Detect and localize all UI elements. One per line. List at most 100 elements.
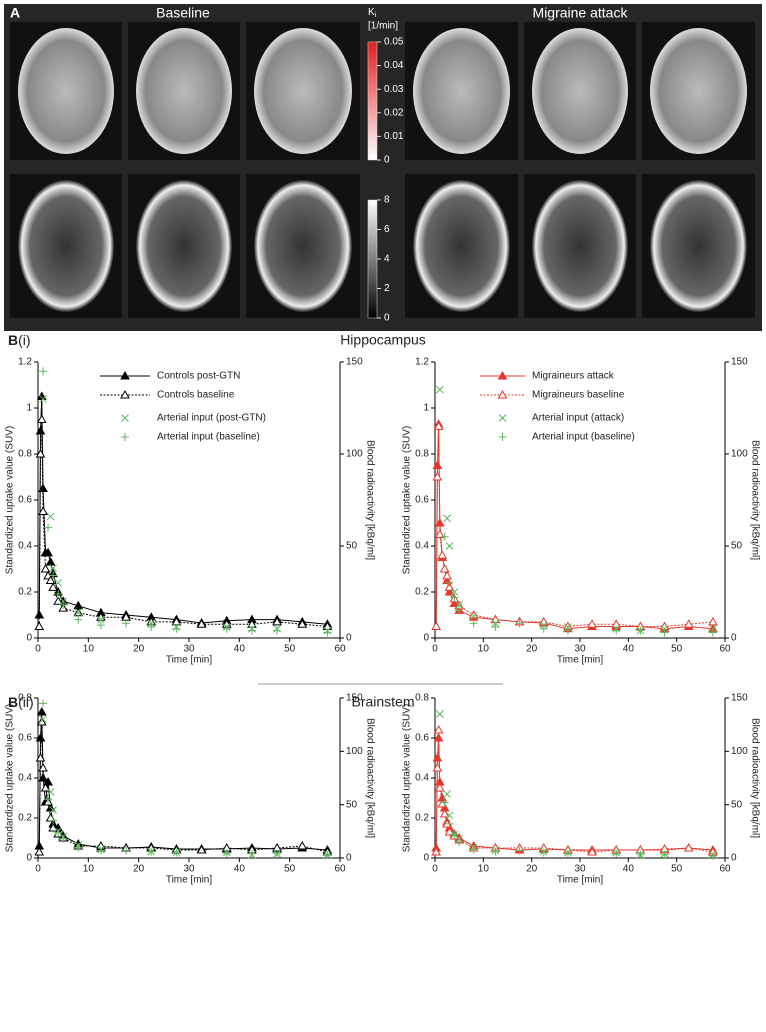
marker <box>147 847 156 856</box>
legend-label: Arterial input (attack) <box>532 413 624 424</box>
x-axis-label: Time [min] <box>166 875 213 886</box>
panel-letter: B(ii) <box>8 694 34 710</box>
marker <box>273 626 282 635</box>
y-tick-label: 0.6 <box>18 733 32 744</box>
series-line <box>38 419 328 627</box>
y-tick-label: 0.8 <box>18 449 32 460</box>
marker <box>432 762 443 772</box>
x-tick-label: 50 <box>284 864 296 875</box>
x-tick-label: 30 <box>574 644 586 655</box>
x-tick-label: 10 <box>478 644 490 655</box>
y-tick-label: 1 <box>423 403 429 414</box>
axis <box>37 698 341 859</box>
marker <box>432 471 443 481</box>
y-tick-label: 0.2 <box>415 587 429 598</box>
colorbar-symbol: K <box>368 7 375 18</box>
marker <box>172 848 181 857</box>
x-tick-label: 20 <box>133 864 145 875</box>
x-tick-label: 50 <box>284 644 296 655</box>
marker <box>445 578 454 587</box>
marker <box>708 616 718 626</box>
y-tick-label: 0.2 <box>18 587 32 598</box>
marker <box>54 578 62 587</box>
brain-image <box>254 28 352 154</box>
marker <box>46 512 55 521</box>
x-tick-label: 10 <box>83 864 95 875</box>
y2-tick-label: 150 <box>346 693 363 704</box>
panel-title: Baseline <box>156 5 210 21</box>
y2-tick-label: 100 <box>731 449 748 460</box>
series-line <box>435 729 713 853</box>
marker <box>515 846 524 855</box>
y2-tick-label: 0 <box>346 633 352 644</box>
y2-tick-label: 50 <box>731 799 743 810</box>
panel-letter: B <box>8 332 18 348</box>
marker <box>43 776 53 786</box>
marker <box>708 851 717 860</box>
colorbar-tick-label: 0.03 <box>384 84 404 95</box>
x-tick-label: 40 <box>623 644 635 655</box>
brain-image <box>18 180 114 312</box>
marker <box>49 571 58 580</box>
marker <box>74 843 83 852</box>
colorbar-tick-label: 8 <box>384 195 390 206</box>
x-tick-label: 30 <box>574 864 586 875</box>
marker <box>431 621 442 630</box>
y-axis-label: Standardized uptake value (SUV) <box>402 704 413 852</box>
legend-label: Arterial input (baseline) <box>532 432 635 443</box>
marker <box>442 570 452 580</box>
y-tick-label: 0.6 <box>415 733 429 744</box>
marker <box>563 849 572 858</box>
marker <box>122 619 131 628</box>
marker <box>40 563 51 573</box>
brain-image <box>650 180 747 312</box>
axis <box>434 362 726 639</box>
marker <box>708 628 717 637</box>
x-tick-label: 20 <box>133 644 145 655</box>
marker <box>43 547 53 557</box>
y-tick-label: 0.2 <box>415 813 429 824</box>
y-tick-label: 0 <box>423 853 429 864</box>
marker <box>247 626 256 635</box>
brain-image <box>413 28 510 154</box>
colorbar-tick-label: 0 <box>384 155 390 166</box>
marker <box>38 772 48 782</box>
marker <box>36 716 47 726</box>
y-tick-label: 1.2 <box>18 357 32 368</box>
marker <box>660 850 669 859</box>
marker <box>636 626 645 635</box>
marker <box>587 619 597 628</box>
marker <box>35 752 46 762</box>
marker <box>196 844 207 854</box>
marker <box>36 391 47 400</box>
marker <box>450 830 459 839</box>
marker <box>433 421 444 430</box>
colorbar-subscript: i <box>375 12 377 19</box>
legend-marker <box>121 414 129 422</box>
marker <box>445 542 454 550</box>
marker <box>36 414 47 423</box>
legend-marker <box>498 414 507 422</box>
panel-sub: (i) <box>18 332 30 348</box>
marker <box>48 582 58 591</box>
marker <box>539 848 548 857</box>
legend-label: Arterial input (baseline) <box>157 432 260 443</box>
y2-tick-label: 0 <box>731 633 737 644</box>
marker <box>297 840 308 850</box>
x-tick-label: 10 <box>83 644 95 655</box>
x-tick-label: 0 <box>35 864 41 875</box>
y-tick-label: 0.4 <box>415 773 429 784</box>
marker <box>196 619 207 628</box>
marker <box>443 790 451 798</box>
colorbar-tick-label: 2 <box>384 283 390 294</box>
marker <box>445 819 454 828</box>
legend-marker <box>497 370 508 380</box>
marker <box>434 529 445 538</box>
y2-axis-label: Blood radioactivity [kBq/ml] <box>749 440 760 560</box>
marker <box>49 806 57 814</box>
brain-image <box>413 180 510 312</box>
y2-tick-label: 50 <box>731 541 743 552</box>
x-tick-label: 50 <box>671 864 683 875</box>
x-tick-label: 40 <box>234 644 246 655</box>
marker <box>612 626 621 635</box>
